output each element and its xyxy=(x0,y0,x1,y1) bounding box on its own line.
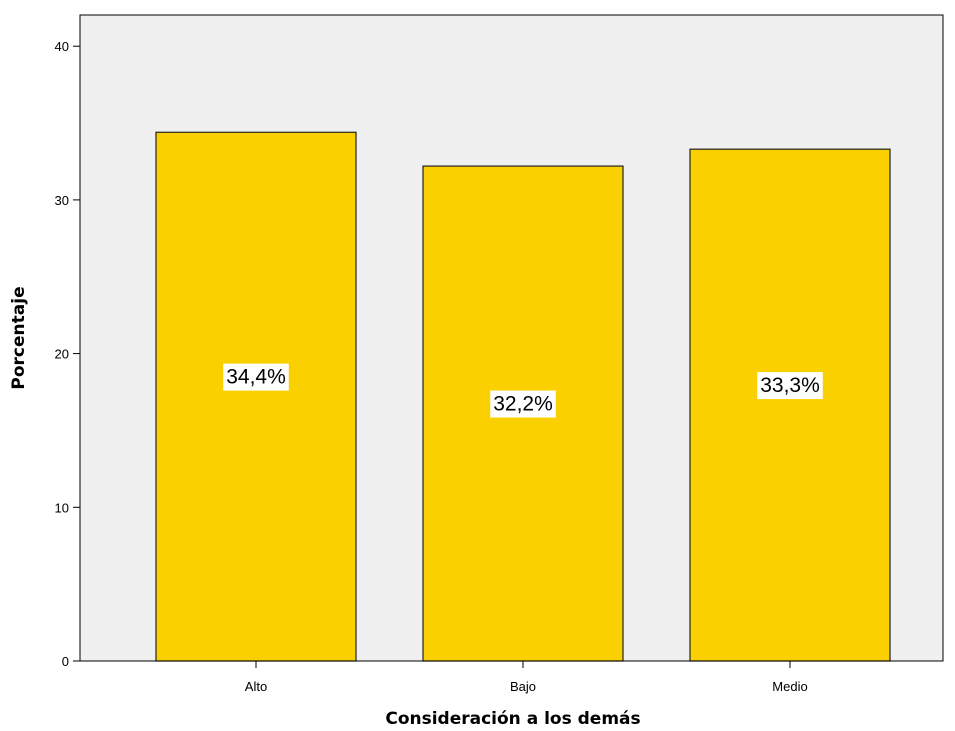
data-label-text: 33,3% xyxy=(760,374,820,397)
y-tick-label: 20 xyxy=(55,347,69,362)
x-tick-label: Bajo xyxy=(510,679,536,694)
data-label: 34,4% xyxy=(223,363,289,391)
x-axis: Alto Bajo Medio xyxy=(80,660,943,694)
y-axis: 0 10 20 30 40 xyxy=(55,15,81,669)
data-label: 33,3% xyxy=(757,372,823,400)
data-label-box xyxy=(223,363,289,391)
x-tick-label: Medio xyxy=(772,679,807,694)
data-label-text: 32,2% xyxy=(493,393,553,416)
bar-medio xyxy=(689,148,891,662)
data-label-text: 34,4% xyxy=(226,366,286,389)
y-tick-label: 0 xyxy=(62,654,69,669)
y-tick-label: 10 xyxy=(55,500,69,515)
y-tick-label: 30 xyxy=(55,193,69,208)
data-label: 32,2% xyxy=(490,390,556,418)
x-tick-label: Alto xyxy=(245,679,267,694)
bar-alto xyxy=(155,131,357,662)
x-axis-title: Consideración a los demás xyxy=(385,709,640,729)
data-label-box xyxy=(757,372,823,400)
bars xyxy=(155,131,891,662)
y-axis-title: Porcentaje xyxy=(9,286,29,389)
data-labels: 34,4% 32,2% 33,3% xyxy=(223,363,823,418)
data-label-box xyxy=(490,390,556,418)
y-tick-label: 40 xyxy=(55,39,69,54)
